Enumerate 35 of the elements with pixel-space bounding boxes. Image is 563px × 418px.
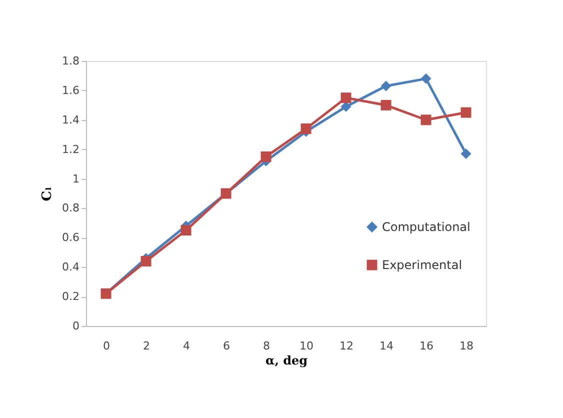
x-tick-label: 18 [460,340,474,352]
x-tick-label: 6 [223,340,230,352]
point [420,114,432,126]
legend-label: Experimental [382,258,462,272]
point [140,256,152,266]
legend-label: Computational [382,220,470,234]
y-tick-label: 0 [72,320,80,332]
point [340,92,352,104]
x-tick-label: 12 [340,340,354,352]
point [260,151,272,162]
point [300,123,312,134]
x-axis-title: α, deg [265,354,308,368]
y-tick-label: 1.2 [62,142,80,156]
point [380,80,392,92]
y-tick-label: 0.6 [62,231,80,244]
y-tick-label: 1.4 [62,113,80,126]
y-tick-label: 1.6 [62,84,80,97]
x-tick-label: 8 [263,340,270,352]
point [460,148,472,159]
x-tick-label: 14 [380,340,394,352]
point [180,225,192,236]
y-tick-label: 0.8 [62,202,80,215]
y-tick-label: 0.2 [62,290,80,304]
point [420,73,432,84]
point [460,107,472,118]
y-tick-label: 1 [72,172,80,186]
x-tick-label: 0 [103,340,110,352]
x-tick-label: 2 [143,340,150,352]
y-tick-label: 0.4 [62,260,80,274]
y-axis-title: Cₗ [40,186,56,202]
x-tick-label: 4 [183,340,190,352]
point [380,100,392,110]
x-tick-label: 10 [300,340,314,352]
y-tick-label: 1.8 [62,54,80,68]
x-tick-label: 16 [420,340,434,352]
